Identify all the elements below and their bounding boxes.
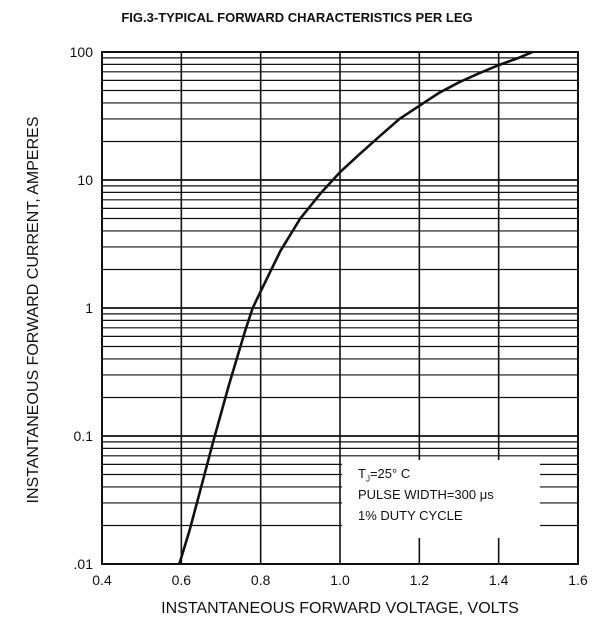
y-tick-label: 1 [85, 300, 93, 316]
annotation-duty-cycle: 1% DUTY CYCLE [358, 508, 463, 523]
x-tick-label: 1.6 [568, 572, 588, 588]
x-tick-label: 0.6 [172, 572, 192, 588]
plot-frame [101, 51, 579, 565]
annotation-box [342, 460, 540, 538]
tick-labels: 0.4 0.6 0.8 1.0 1.2 1.4 1.6 .01 0.1 1 10 100 [70, 44, 588, 588]
x-tick-label: 1.0 [330, 572, 350, 588]
x-tick-label: 0.4 [92, 572, 112, 588]
annotation-tj: TJ=25° C [358, 466, 411, 484]
x-tick-label: 1.2 [410, 572, 430, 588]
y-tick-label: 10 [77, 172, 93, 188]
x-tick-label: 0.8 [251, 572, 271, 588]
y-tick-label: 100 [70, 44, 94, 60]
forward-characteristic-line [178, 50, 533, 565]
y-axis-label: INSTANTANEOUS FORWARD CURRENT, AMPERES [25, 116, 42, 504]
annotation-pulse-width: PULSE WIDTH=300 μs [358, 487, 494, 502]
y-tick-label: .01 [74, 556, 94, 572]
x-tick-label: 1.4 [489, 572, 509, 588]
chart-title: FIG.3-TYPICAL FORWARD CHARACTERISTICS PE… [121, 10, 473, 25]
x-axis-label: INSTANTANEOUS FORWARD VOLTAGE, VOLTS [161, 600, 519, 617]
y-tick-label: 0.1 [74, 428, 94, 444]
